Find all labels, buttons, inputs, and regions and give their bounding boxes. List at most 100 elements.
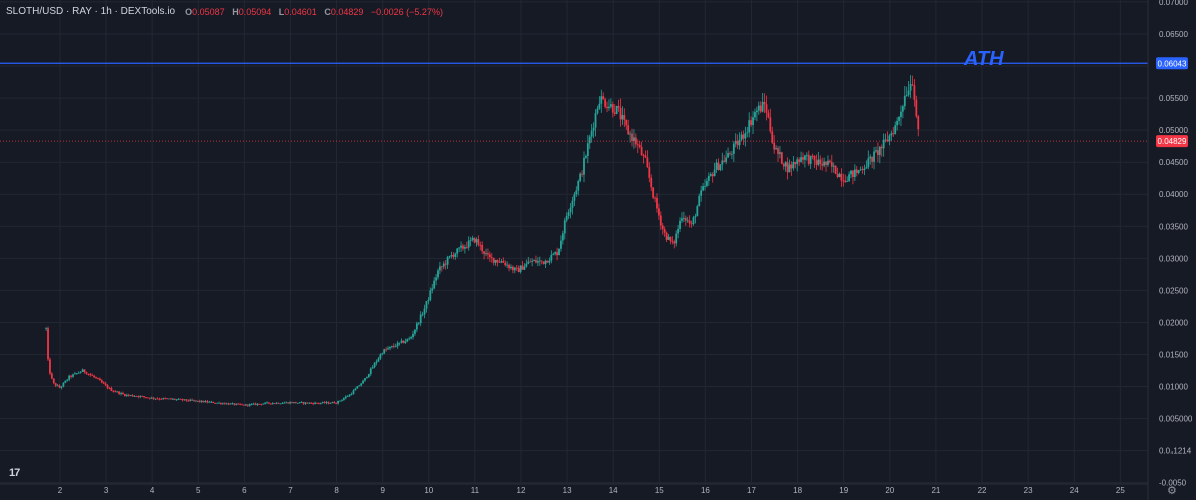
candle-body — [648, 167, 651, 178]
candle-body — [698, 195, 701, 207]
candle-body — [846, 181, 849, 183]
candle-body — [742, 134, 745, 139]
price-axis[interactable]: 0.070000.065000.060000.055000.050000.045… — [1159, 0, 1193, 488]
candle-body — [271, 403, 274, 405]
candle-body — [348, 394, 351, 397]
candle-body — [475, 239, 478, 243]
candle-body — [375, 361, 378, 364]
candle-body — [212, 401, 215, 404]
candle-body — [711, 174, 714, 177]
candle-body — [594, 113, 597, 128]
candle-body — [767, 112, 770, 118]
candle-body — [696, 206, 699, 217]
candle-body — [901, 106, 904, 112]
time-tick-label: 15 — [655, 486, 664, 495]
candle-body — [354, 388, 357, 391]
candle-body — [873, 151, 875, 162]
candle-body — [490, 257, 493, 258]
candle-body — [542, 261, 545, 265]
candle-body — [782, 163, 785, 167]
candle-body — [759, 105, 762, 112]
candle-body — [398, 342, 401, 344]
candle-body — [158, 398, 161, 400]
candle-body — [87, 373, 90, 375]
candle-body — [390, 345, 393, 347]
candle-body — [823, 161, 826, 166]
candle-body — [189, 399, 192, 401]
candle-body — [98, 378, 101, 381]
change-value: −0.0026 (−5.27%) — [370, 6, 443, 17]
open-value: 0.05087 — [192, 6, 225, 17]
candle-body — [510, 266, 512, 269]
candle-body — [909, 84, 912, 91]
candle-body — [763, 101, 766, 105]
time-tick-label: 3 — [104, 486, 109, 495]
candle-body — [408, 338, 411, 340]
candle-body — [433, 280, 436, 289]
candle-body — [283, 402, 286, 404]
low-label: L — [278, 6, 285, 17]
candle-body — [640, 146, 643, 156]
candle-body — [110, 388, 113, 391]
time-tick-label: 4 — [150, 486, 155, 495]
candle-body — [700, 190, 703, 196]
candle-body — [314, 402, 316, 404]
candle-body — [896, 120, 899, 126]
candle-body — [221, 403, 224, 405]
candle-body — [371, 367, 374, 369]
candle-body — [752, 117, 754, 125]
candle-body — [736, 140, 739, 146]
candle-body — [525, 263, 528, 267]
candle-body — [241, 404, 243, 406]
candle-body — [304, 402, 307, 404]
candle-body — [435, 277, 437, 281]
price-marker-label: 0.06043 — [1158, 59, 1187, 68]
candle-body — [112, 390, 115, 392]
candle-body — [62, 382, 65, 387]
candle-body — [460, 245, 462, 248]
candle-body — [300, 402, 303, 403]
candle-body — [556, 252, 558, 256]
candle-body — [729, 153, 731, 154]
candle-body — [235, 403, 238, 405]
candle-body — [243, 404, 245, 406]
candle-body — [321, 402, 324, 404]
candle-body — [223, 403, 226, 405]
symbol-title[interactable]: SLOTH/USD · RAY · 1h · DEXTools.io — [6, 6, 176, 17]
candle-body — [162, 398, 165, 400]
candle-body — [116, 391, 119, 393]
candle-body — [342, 398, 345, 400]
candle-body — [573, 194, 576, 201]
candle-body — [844, 180, 847, 182]
ohlc-values: O0.05087 H0.05094 L0.04601 C0.04829 −0.0… — [185, 7, 448, 17]
candle-body — [333, 402, 336, 404]
time-axis[interactable]: 2 3 4 5 6 7 8 9 10 11 12 13 14 15 16 17 18 19 20 21 22 23 24 25 — [58, 486, 1126, 495]
candle-body — [181, 399, 184, 401]
candle-body — [179, 398, 182, 400]
time-tick-label: 17 — [747, 486, 756, 495]
candle-body — [233, 403, 236, 405]
candle-body — [813, 155, 816, 161]
candle-body — [177, 398, 180, 400]
candle-body — [402, 340, 405, 343]
candle-body — [75, 373, 78, 374]
settings-gear-icon[interactable]: ⚙ — [1167, 485, 1177, 497]
candle-body — [757, 105, 760, 111]
candle-body — [296, 402, 299, 404]
candle-body — [496, 260, 499, 263]
candle-body — [145, 397, 147, 398]
candle-body — [706, 180, 708, 186]
candle-body — [613, 112, 616, 114]
candle-body — [903, 95, 906, 107]
candle-body — [204, 401, 207, 403]
candle-body — [531, 260, 534, 262]
candle-body — [389, 346, 391, 349]
tradingview-logo[interactable]: 17 — [9, 467, 20, 479]
candle-body — [273, 403, 276, 405]
candle-body — [838, 173, 841, 178]
candle-body — [850, 170, 852, 175]
candle-body — [191, 399, 194, 401]
candle-body — [819, 159, 822, 164]
candle-body — [47, 328, 49, 360]
